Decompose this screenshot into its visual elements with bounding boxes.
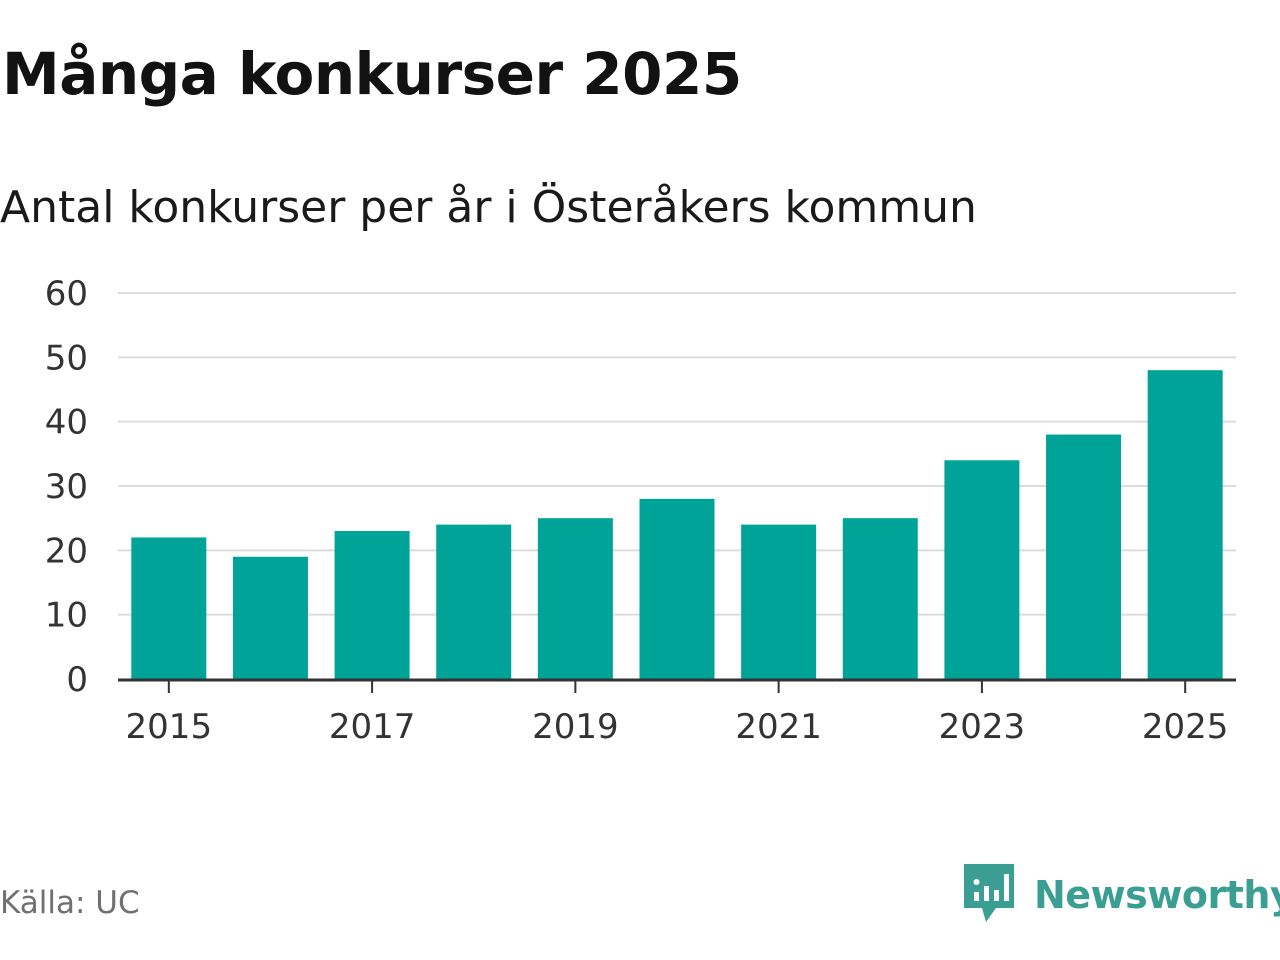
newsworthy-logo-icon	[964, 864, 1014, 922]
x-tick-label-2023: 2023	[939, 707, 1026, 747]
x-tick-label-2017: 2017	[329, 707, 416, 747]
bar-2020	[639, 498, 715, 679]
bar-2025	[1147, 370, 1223, 679]
brand-name: Newsworthy	[1034, 873, 1280, 917]
source-note: Källa: UC	[0, 885, 140, 921]
chart-subtitle: Antal konkurser per år i Österåkers komm…	[0, 182, 977, 233]
bar-2017	[334, 531, 410, 679]
x-tick-label-2015: 2015	[126, 707, 213, 747]
bar-2024	[1046, 434, 1122, 679]
bar-2021	[741, 524, 817, 679]
y-tick-label-60: 60	[45, 274, 88, 314]
y-tick-label-20: 20	[45, 531, 88, 571]
bar-2015	[131, 537, 207, 679]
bar-2018	[436, 524, 512, 679]
y-tick-label-40: 40	[45, 403, 88, 443]
brand-logo: Newsworthy	[964, 864, 1280, 926]
x-tick-label-2019: 2019	[532, 707, 619, 747]
y-tick-label-30: 30	[45, 467, 88, 507]
y-tick-label-0: 0	[66, 660, 88, 700]
y-tick-label-10: 10	[45, 596, 88, 636]
x-tick-label-2021: 2021	[735, 707, 822, 747]
bar-2022	[842, 518, 918, 679]
y-tick-label-50: 50	[45, 338, 88, 378]
bar-2019	[537, 518, 613, 679]
bar-2023	[944, 460, 1020, 679]
chart-title: Många konkurser 2025	[2, 40, 742, 108]
x-tick-label-2025: 2025	[1142, 707, 1229, 747]
bar-2016	[232, 556, 308, 679]
